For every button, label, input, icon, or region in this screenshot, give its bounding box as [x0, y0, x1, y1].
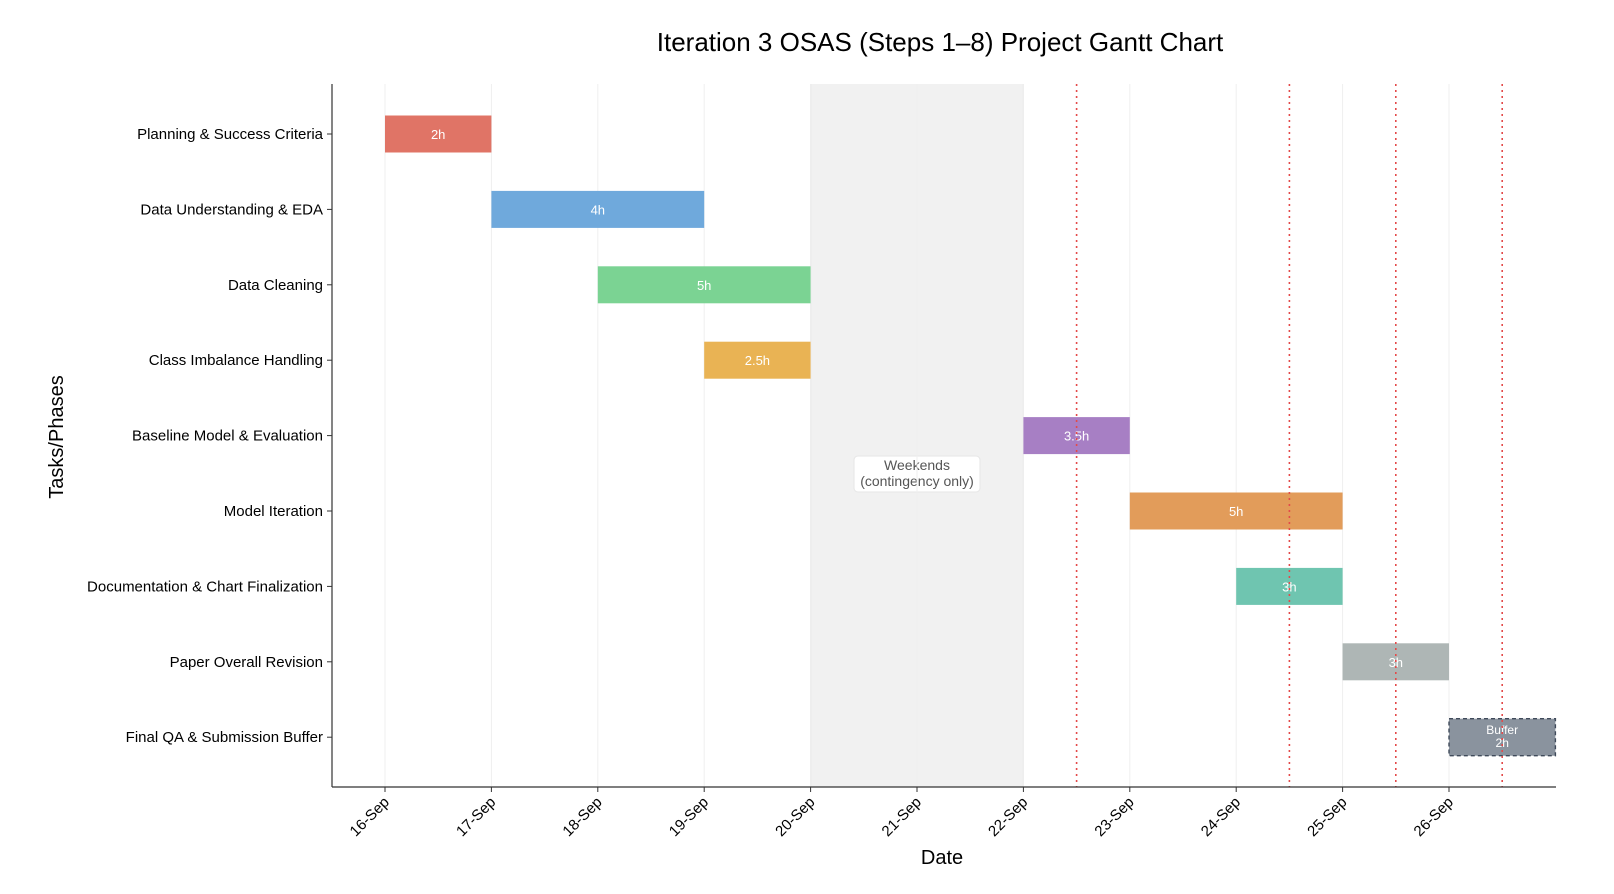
x-tick-label: 22-Sep	[985, 794, 1031, 840]
task-name-label: Data Understanding & EDA	[140, 201, 323, 218]
task-bar	[1129, 492, 1343, 530]
x-tick-label: 18-Sep	[559, 794, 605, 840]
x-tick-label: 17-Sep	[453, 794, 499, 840]
task-bar	[385, 115, 492, 153]
grid-layer	[384, 84, 1450, 787]
marker-layer	[1075, 84, 1503, 787]
task-duration-label: 2.5h	[745, 353, 770, 368]
x-axis-label: Date	[921, 847, 963, 869]
task-duration-label: 5h	[1229, 504, 1243, 519]
task-duration-label: 3h	[1389, 655, 1403, 670]
task-duration-label: 3h	[1282, 579, 1296, 594]
task-duration-label: 4h	[591, 202, 605, 217]
x-tick-label: 23-Sep	[1091, 794, 1137, 840]
task-bar	[1448, 718, 1557, 757]
task-name-label: Paper Overall Revision	[170, 654, 323, 671]
task-name-label: Model Iteration	[224, 503, 323, 520]
task-name-label: Final QA & Submission Buffer	[126, 729, 323, 746]
task-name-label: Planning & Success Criteria	[137, 126, 324, 143]
task-name-label: Data Cleaning	[228, 277, 323, 294]
task-bar	[1023, 417, 1130, 455]
chart-title: Iteration 3 OSAS (Steps 1–8) Project Gan…	[657, 27, 1224, 57]
x-tick-label: 25-Sep	[1304, 794, 1350, 840]
task-bar	[597, 266, 811, 304]
task-duration-label: Buffer 2h	[1486, 723, 1518, 750]
task-duration-label: 3.5h	[1064, 429, 1089, 444]
x-tick-label: 19-Sep	[666, 794, 712, 840]
y-axis-label: Tasks/Phases	[46, 375, 68, 498]
task-name-label: Class Imbalance Handling	[149, 352, 323, 369]
x-tick-label: 21-Sep	[879, 794, 925, 840]
task-duration-label: 2h	[431, 127, 445, 142]
bar-layer: 2h 4h 5h 2.5h 3.5h 5h 3h 3h Buffer 2h	[385, 115, 1557, 757]
task-duration-label: 5h	[697, 278, 711, 293]
task-bar	[491, 190, 705, 228]
x-tick-label: 26-Sep	[1411, 794, 1457, 840]
task-name-label: Baseline Model & Evaluation	[132, 428, 323, 445]
x-tick-label: 24-Sep	[1198, 794, 1244, 840]
task-name-label: Documentation & Chart Finalization	[87, 578, 323, 595]
task-bar	[1236, 567, 1343, 605]
task-bar	[704, 341, 811, 379]
x-tick-label: 16-Sep	[347, 794, 393, 840]
x-tick-label: 20-Sep	[772, 794, 818, 840]
